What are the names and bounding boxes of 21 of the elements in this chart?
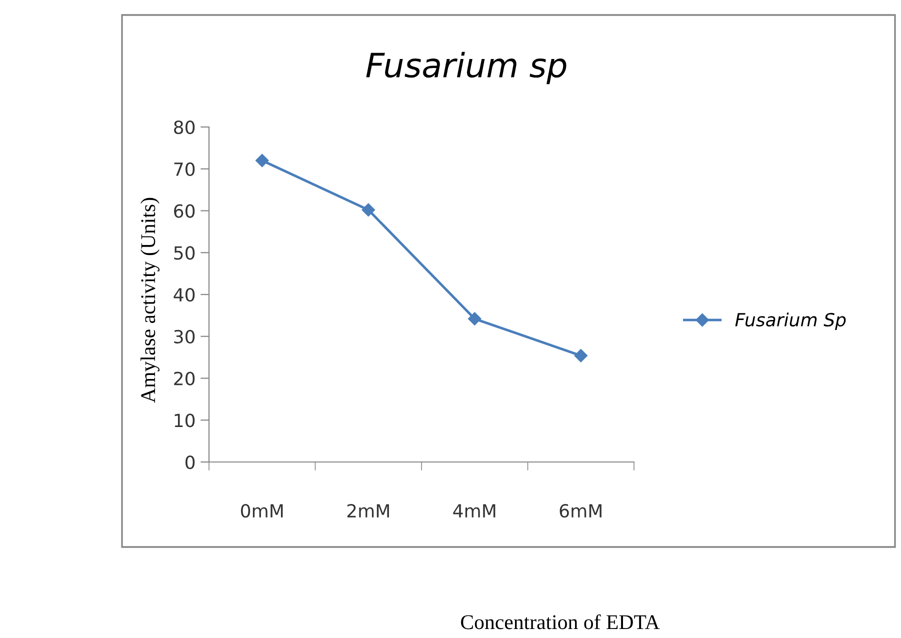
point <box>468 312 482 326</box>
point <box>256 154 269 168</box>
y-tick-label: 0 <box>186 455 195 470</box>
y-tick-label: 60 <box>174 204 195 218</box>
chart-title: Fusarium sp <box>366 52 566 84</box>
y-tick-label: 10 <box>174 414 195 428</box>
x-axis-title: Concentration of EDTA <box>461 614 660 630</box>
point <box>574 349 588 362</box>
legend-label: Fusarium Sp <box>735 312 846 330</box>
y-axis-title: Amylase activity (Units) <box>140 198 160 403</box>
x-tick-label: 0mM <box>240 504 283 518</box>
x-tick-label: 4mM <box>453 504 496 518</box>
y-tick-label: 40 <box>174 288 195 302</box>
y-tick-label: 50 <box>174 246 195 260</box>
y-tick-label: 30 <box>174 330 195 344</box>
x-tick-label: 6mM <box>560 504 602 518</box>
x-tick-label: 2mM <box>347 504 389 518</box>
y-tick-label: 20 <box>174 372 195 386</box>
y-tick-label: 70 <box>174 162 195 176</box>
y-tick-label: 80 <box>174 120 195 134</box>
point <box>362 203 375 216</box>
